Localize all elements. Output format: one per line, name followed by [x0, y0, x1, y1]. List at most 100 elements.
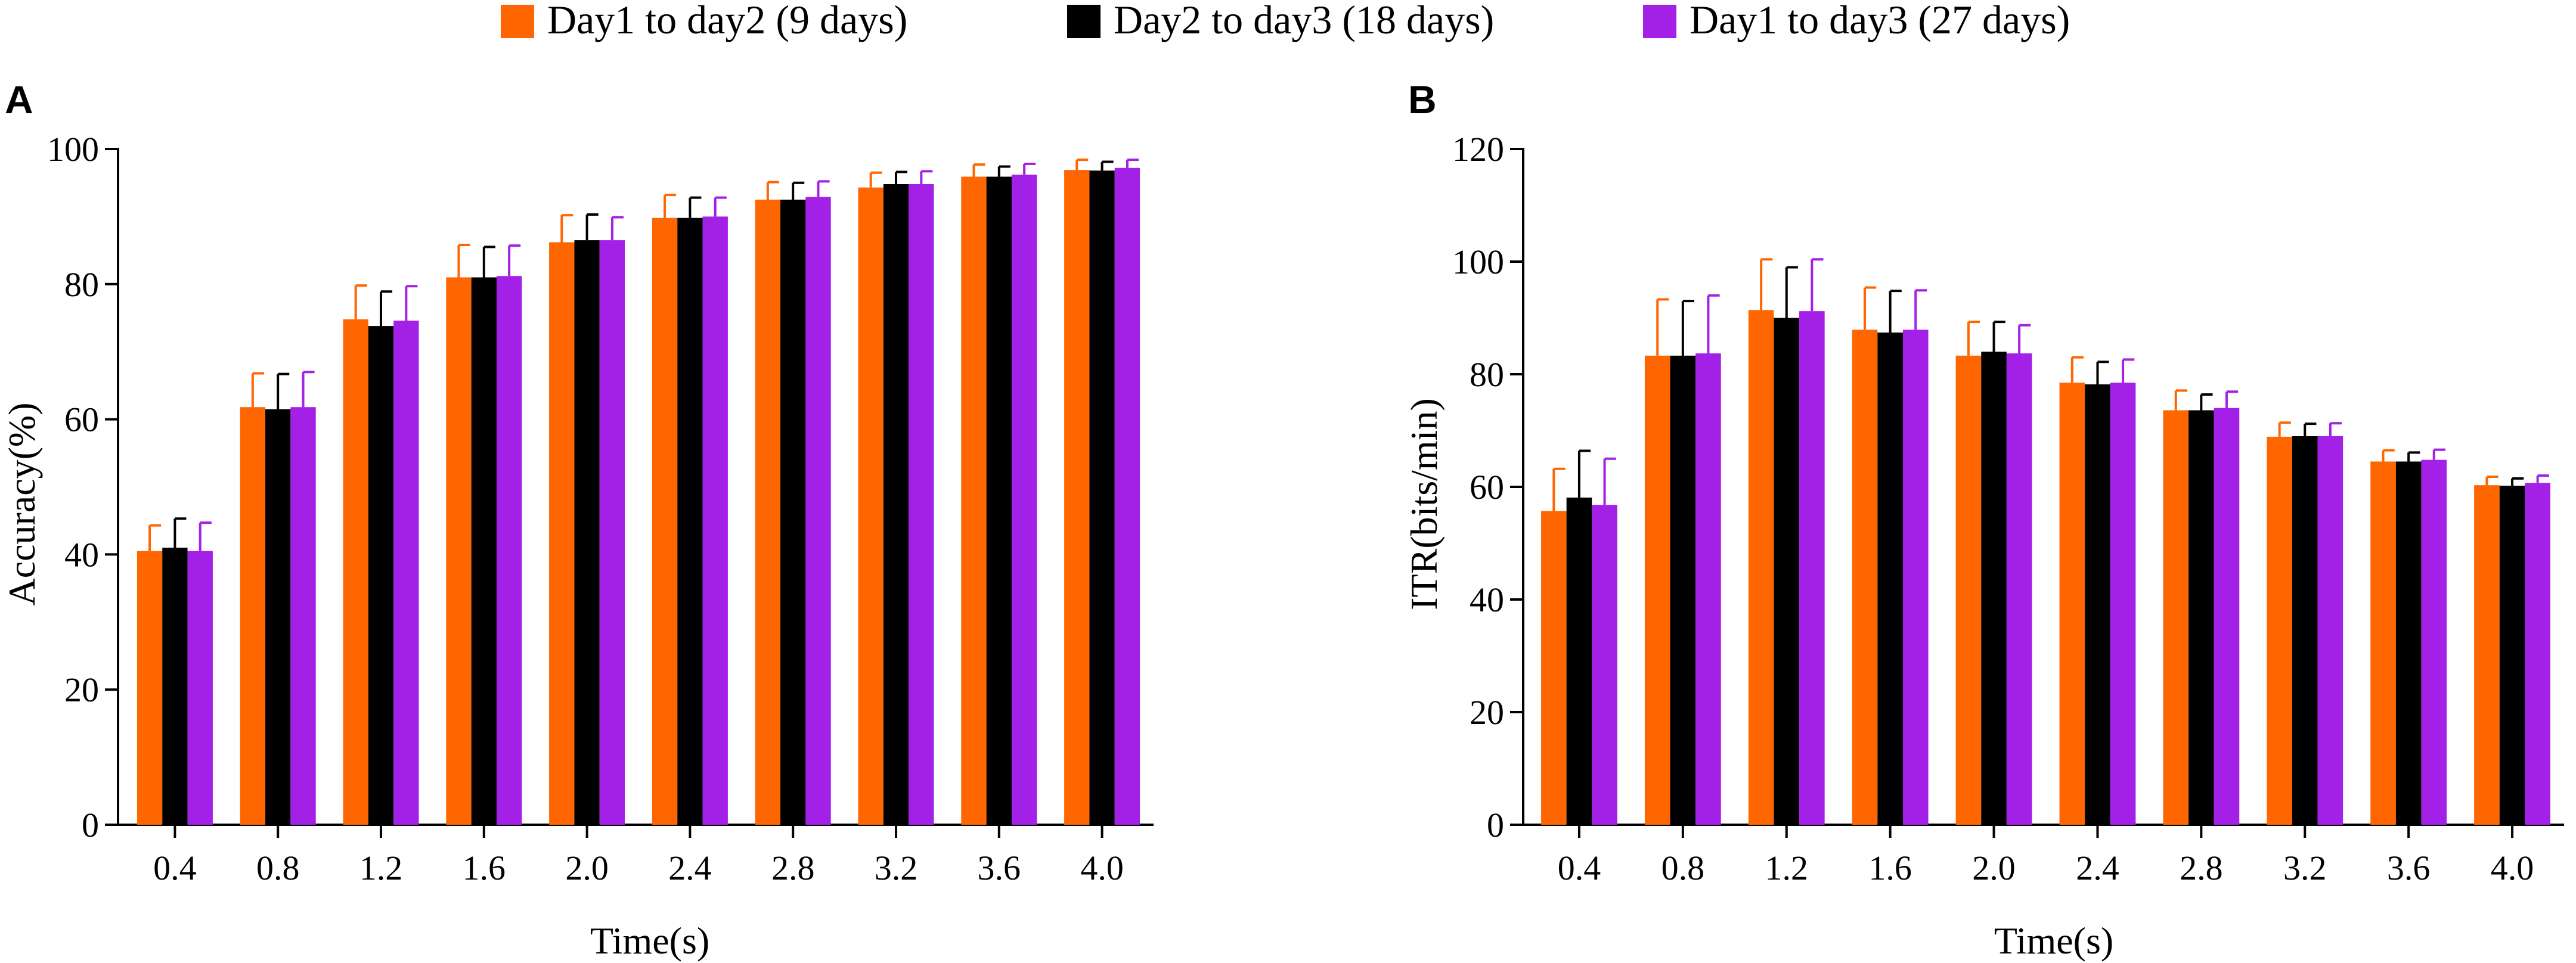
- panel-b-bar: [1981, 352, 2007, 825]
- panel-a-bar: [961, 176, 987, 825]
- panel-b-ytick-label: 0: [1487, 806, 1504, 844]
- panel-a-xtick-label: 1.2: [359, 849, 403, 887]
- panel-a-chart: A Accuracy(%) Time(s) 0 20 40 60 80 100 0.4 0.8…: [1, 77, 1154, 962]
- panel-a-bar: [858, 187, 884, 825]
- panel-a-bar: [446, 277, 472, 825]
- panel-a-bar: [1114, 167, 1140, 825]
- panel-b-bar: [1644, 355, 1670, 825]
- panel-b-letter: B: [1408, 77, 1437, 122]
- panel-a-xtick-label: 1.6: [463, 849, 506, 887]
- panel-a-bar: [496, 276, 522, 825]
- panel-b-bar: [2395, 461, 2422, 825]
- legend-label-1: Day2 to day3 (18 days): [1114, 0, 1494, 42]
- panel-b-bar: [2525, 483, 2550, 825]
- panel-b-ytick-label: 100: [1452, 243, 1504, 281]
- panel-a-bar: [702, 216, 728, 825]
- panel-b-bar: [2267, 436, 2292, 825]
- panel-a-bar: [883, 184, 909, 825]
- panel-a-bar: [162, 548, 188, 825]
- panel-b-xtick-label: 4.0: [2491, 849, 2534, 887]
- panel-a-bar: [368, 326, 394, 825]
- panel-a-xlabel: Time(s): [590, 919, 709, 962]
- panel-b-bar: [1852, 330, 1878, 825]
- panel-b-bar: [1955, 355, 1982, 825]
- panel-a-bar: [805, 197, 831, 825]
- panel-b-bar: [1748, 310, 1774, 825]
- panel-a-bar: [1064, 170, 1090, 825]
- panel-b-bar: [2370, 461, 2396, 825]
- panel-a-bar: [599, 240, 625, 825]
- panel-a-xtick-label: 4.0: [1080, 849, 1124, 887]
- panel-a-bar: [137, 551, 163, 825]
- panel-a-ytick-label: 0: [82, 806, 99, 844]
- panel-a-bar: [652, 218, 678, 825]
- panel-b-ylabel: ITR(bits/min): [1403, 398, 1445, 610]
- panel-b-ytick-label: 60: [1470, 468, 1504, 507]
- legend: Day1 to day2 (9 days) Day2 to day3 (18 d…: [501, 0, 2070, 42]
- panel-b-xtick-label: 1.2: [1765, 849, 1809, 887]
- panel-a-bar: [986, 176, 1012, 825]
- legend-label-2: Day1 to day3 (27 days): [1690, 0, 2070, 42]
- panel-b-bar: [2006, 353, 2032, 825]
- panel-a-bar: [343, 319, 368, 825]
- panel-a-xtick-label: 2.4: [668, 849, 712, 887]
- panel-b-ytick-label: 80: [1470, 355, 1504, 394]
- panel-a-bar: [909, 184, 934, 825]
- panel-a-ytick-label: 20: [64, 670, 99, 709]
- panel-a-ytick-label: 60: [64, 400, 99, 439]
- panel-b-bar: [2474, 485, 2500, 825]
- panel-a-letter: A: [5, 77, 33, 122]
- panel-a-xtick-label: 2.8: [771, 849, 815, 887]
- panel-a-bar: [265, 409, 291, 825]
- panel-a-bar: [471, 277, 497, 825]
- panel-a-ytick-label: 40: [64, 535, 99, 574]
- panel-a-bar: [393, 321, 419, 825]
- panel-a-bar: [677, 218, 703, 825]
- panel-b-plot: 0 20 40 60 80 100 120 0.4 0.8 1.2 1.6 2.0 2.4 2.8 3.2 3…: [1452, 130, 2564, 887]
- panel-a-xtick-label: 2.0: [565, 849, 609, 887]
- panel-a-bar: [290, 407, 316, 825]
- panel-b-ytick-label: 40: [1470, 580, 1504, 619]
- panel-b-bar: [2188, 410, 2214, 825]
- panel-a-bar: [240, 407, 266, 825]
- panel-a-bar: [187, 551, 213, 825]
- panel-a-xtick-label: 3.6: [978, 849, 1021, 887]
- legend-swatch-0: [501, 5, 534, 38]
- panel-b-ytick-label: 120: [1452, 130, 1504, 169]
- panel-b-bar: [2317, 436, 2343, 825]
- panel-a-bar: [755, 200, 781, 825]
- panel-a-bar: [1011, 175, 1037, 825]
- panel-b-bar: [2421, 459, 2447, 825]
- panel-a-ytick-label: 100: [47, 130, 99, 169]
- panel-b-xtick-label: 3.6: [2387, 849, 2431, 887]
- legend-swatch-2: [1643, 5, 1676, 38]
- panel-a-bar: [1089, 170, 1115, 825]
- panel-b-bar: [2292, 436, 2318, 825]
- panel-b-bar: [1670, 355, 1696, 825]
- panel-a-ytick-label: 80: [64, 265, 99, 304]
- panel-b-bar: [1877, 333, 1903, 825]
- panel-b-bar: [2499, 486, 2525, 825]
- panel-b-bar: [2163, 410, 2189, 825]
- panel-b-bar: [2085, 384, 2110, 825]
- panel-b-bar: [1541, 511, 1567, 825]
- panel-b-bar: [1902, 330, 1929, 825]
- panel-b-xtick-label: 3.2: [2283, 849, 2327, 887]
- panel-a-ylabel: Accuracy(%): [1, 402, 43, 605]
- panel-b-bar: [1566, 497, 1592, 825]
- panel-b-ytick-label: 20: [1470, 693, 1504, 732]
- panel-b-xtick-label: 0.8: [1661, 849, 1705, 887]
- legend-swatch-1: [1067, 5, 1101, 38]
- panel-b-bar: [1799, 311, 1825, 825]
- panel-b-xlabel: Time(s): [1994, 919, 2113, 962]
- panel-a-plot: 0 20 40 60 80 100 0.4 0.8 1.2 1.6 2.0 2.4 2.8 3.2 3.6 4…: [47, 130, 1154, 887]
- panel-b-bar: [2059, 383, 2085, 825]
- panel-b-xtick-label: 2.4: [2076, 849, 2119, 887]
- panel-a-bar: [549, 242, 575, 825]
- panel-a-bar: [574, 240, 600, 825]
- panel-b-bar: [1695, 353, 1721, 825]
- panel-b-xtick-label: 0.4: [1558, 849, 1601, 887]
- panel-b-bar: [2214, 408, 2240, 825]
- legend-label-0: Day1 to day2 (9 days): [547, 0, 907, 42]
